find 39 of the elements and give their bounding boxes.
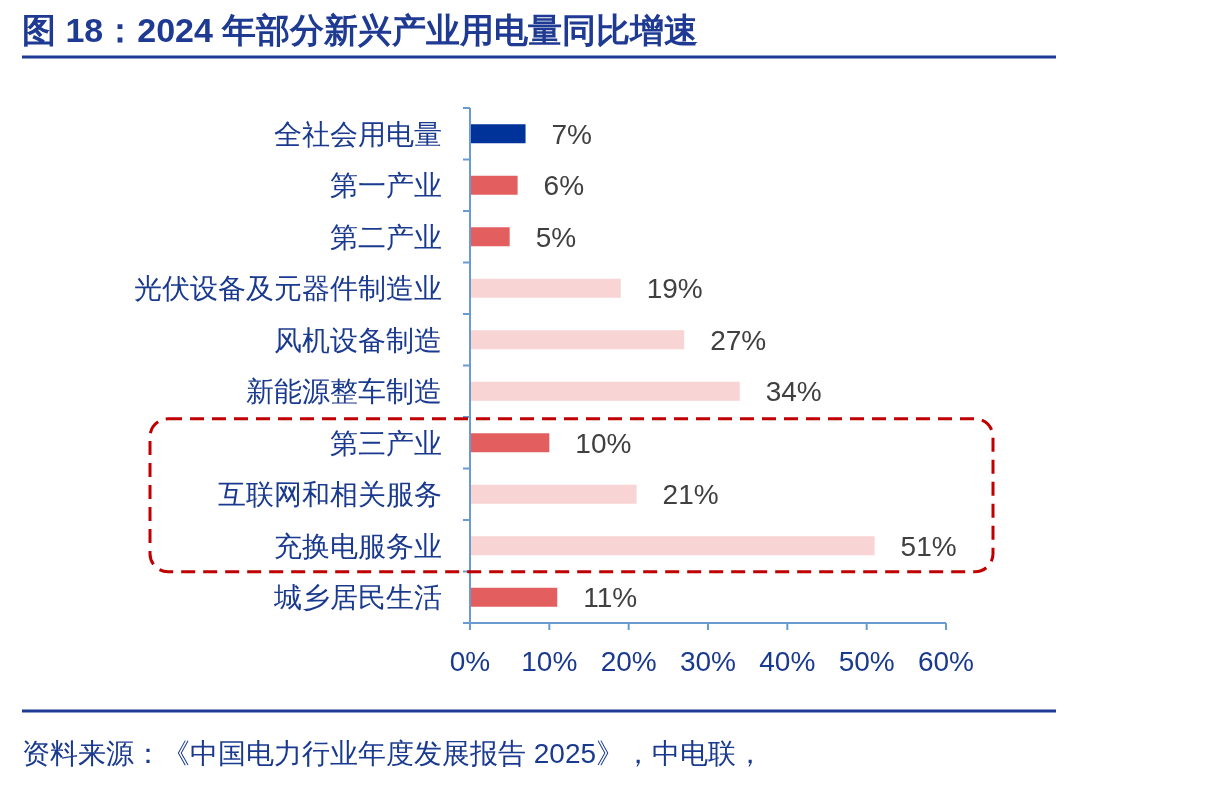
data-label: 27% (710, 324, 767, 356)
bar (470, 175, 518, 195)
bar (470, 124, 526, 144)
bar (470, 381, 740, 401)
data-label: 34% (765, 376, 822, 408)
bar (470, 536, 875, 556)
bar (470, 330, 685, 350)
y-tick-label: 光伏设备及元器件制造业 (134, 273, 442, 305)
bar (470, 587, 558, 607)
y-tick-label: 新能源整车制造 (246, 376, 442, 408)
x-tick-label: 50% (838, 646, 895, 677)
data-label: 6% (543, 170, 585, 202)
x-tick-label: 40% (759, 646, 816, 677)
y-tick-label: 风机设备制造 (274, 324, 442, 356)
data-label: 11% (583, 582, 638, 614)
data-label: 5% (535, 221, 577, 253)
bar (470, 433, 550, 453)
y-tick-label: 全社会用电量 (274, 118, 442, 150)
data-label: 21% (662, 479, 719, 511)
data-label: 51% (900, 530, 957, 562)
y-tick-label: 充换电服务业 (274, 530, 442, 562)
x-tick-label: 30% (679, 646, 737, 677)
bar (470, 227, 510, 247)
data-label: 19% (646, 273, 703, 305)
y-tick-label: 第二产业 (330, 221, 442, 253)
x-tick-label: 10% (521, 646, 578, 677)
y-tick-label: 城乡居民生活 (273, 582, 442, 614)
chart-title: 图 18：2024 年部分新兴产业用电量同比增速 (22, 11, 699, 49)
x-tick-label: 20% (600, 646, 657, 677)
bar (470, 484, 637, 504)
y-tick-label: 第一产业 (330, 170, 442, 202)
bar (470, 278, 621, 298)
data-label: 7% (551, 118, 592, 150)
x-tick-label: 0% (449, 646, 491, 677)
data-label: 10% (575, 427, 632, 459)
text: 资料来源：《中国电力行业年度发展报告 2025》，中电联， (22, 738, 765, 769)
y-tick-label: 第三产业 (330, 427, 442, 459)
y-tick-label: 互联网和相关服务 (218, 479, 442, 511)
x-tick-label: 60% (917, 646, 975, 677)
